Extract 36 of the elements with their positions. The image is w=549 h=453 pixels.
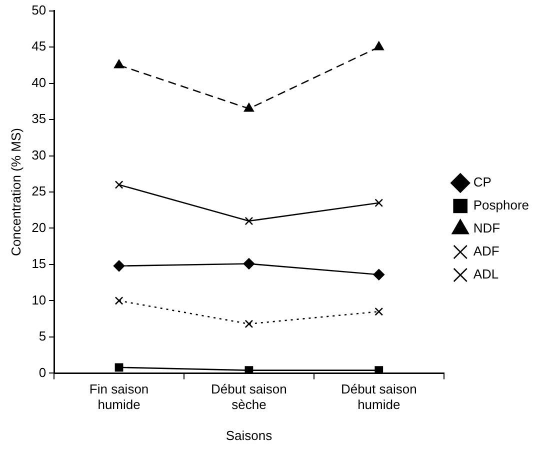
legend-label: CP (473, 174, 492, 190)
point (113, 260, 125, 272)
point (374, 307, 384, 316)
y-tick-label: 50 (32, 2, 46, 18)
point (374, 41, 384, 50)
point (244, 366, 254, 374)
y-tick-label: 0 (38, 364, 46, 380)
y-tick-label: 40 (32, 74, 46, 90)
y-tick-label: 15 (32, 256, 46, 272)
x-tick-label: Fin saison humide (89, 382, 149, 412)
point (374, 198, 384, 208)
point (373, 268, 385, 280)
y-tick-label: 25 (32, 184, 46, 199)
y-tick-label: 30 (32, 147, 46, 162)
y-axis-title: Concentration (% MS) (8, 128, 24, 256)
legend-label: NDF (473, 220, 500, 236)
point (244, 216, 254, 226)
point (243, 258, 255, 270)
point (244, 103, 254, 112)
y-tick-label: 10 (32, 292, 46, 308)
legend-label: ADF (473, 244, 500, 259)
point (244, 320, 254, 328)
x-axis-title: Saisons (226, 428, 273, 443)
y-tick-label: 20 (32, 220, 46, 235)
point (114, 296, 124, 305)
point (374, 366, 384, 374)
y-tick-label: 5 (38, 328, 46, 344)
legend-label: Posphore (473, 198, 530, 213)
point (114, 180, 124, 189)
y-tick-label: 35 (32, 111, 46, 126)
y-tick-label: 45 (32, 38, 46, 54)
legend-label: ADL (473, 266, 499, 282)
point (114, 60, 124, 68)
x-tick-label: Début saison humide (340, 382, 417, 412)
x-tick-label: Début saison sèche (211, 382, 287, 412)
point (114, 363, 124, 372)
